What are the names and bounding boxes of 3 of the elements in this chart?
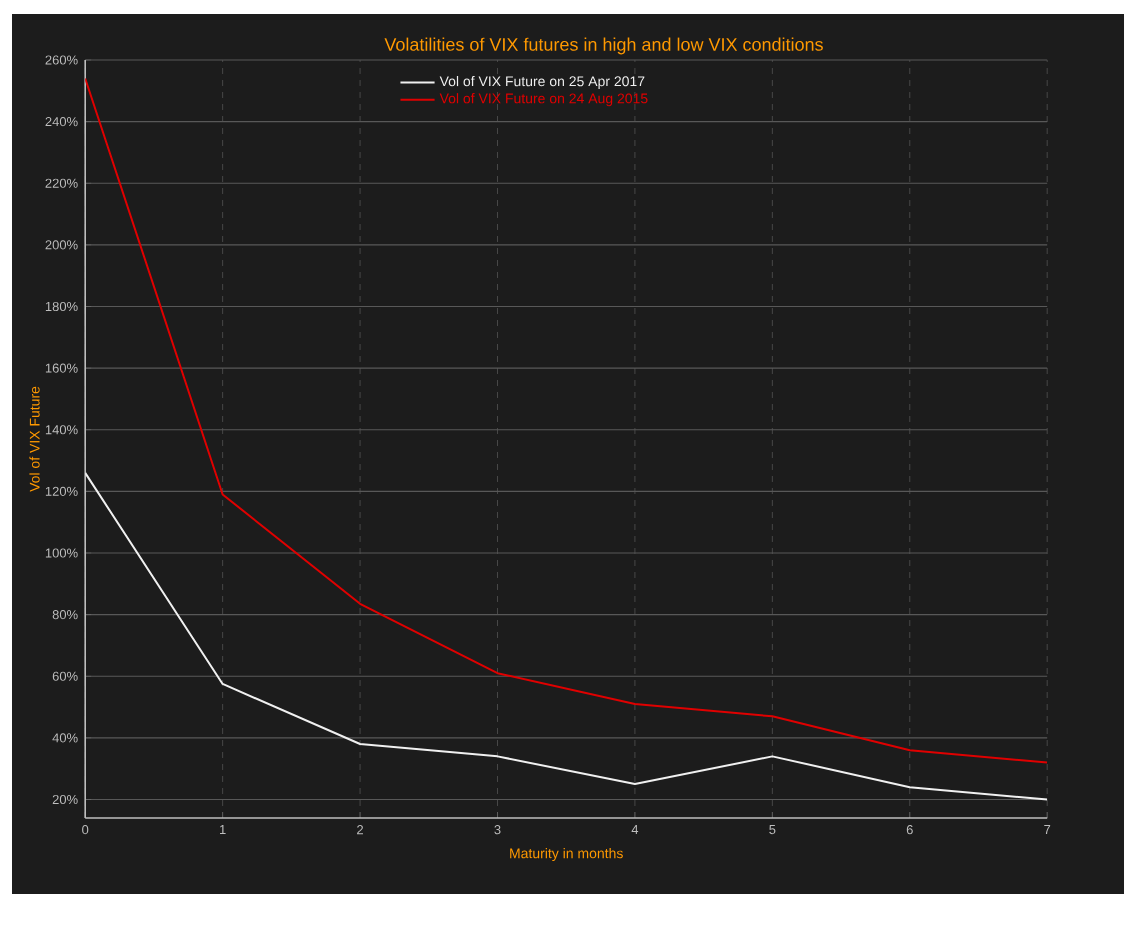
line-series — [85, 471, 1048, 801]
line-series — [85, 77, 1048, 764]
chart-title: Volatilities of VIX futures in high and low VIX conditions — [384, 37, 823, 55]
